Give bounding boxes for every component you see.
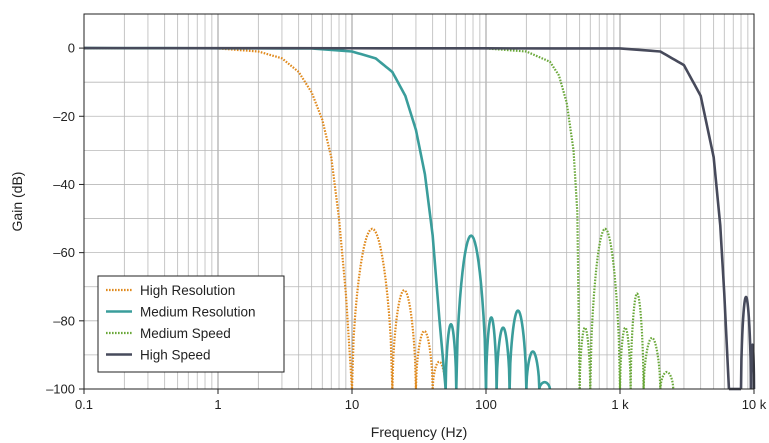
y-tick-label: –40 — [53, 177, 75, 192]
series-3-side-lobe — [618, 326, 632, 390]
series-2-side-lobe — [454, 234, 488, 390]
axis-ticks: 0.1 1 10 100 1 k 10 k 0 –20 –40 –60 –80 –100 — [46, 41, 767, 412]
x-axis-label: Frequency (Hz) — [371, 424, 467, 440]
series-line-2 — [83, 46, 447, 390]
series-2-side-lobe — [525, 350, 541, 390]
series-1-side-lobe — [414, 329, 434, 390]
y-tick-label: –80 — [53, 313, 75, 328]
y-tick-label: –20 — [53, 109, 75, 124]
legend-box — [97, 275, 285, 373]
series-3-side-lobe — [659, 370, 675, 390]
x-tick-label: 10 k — [742, 397, 767, 412]
series-3-side-lobe — [642, 336, 662, 390]
grid — [83, 13, 754, 390]
y-axis-label: Gain (dB) — [9, 172, 25, 232]
series-3-side-lobe — [578, 326, 592, 390]
series-lines — [83, 46, 756, 391]
series-2-side-lobe — [484, 316, 498, 390]
series-3-side-lobe — [589, 227, 622, 390]
series-line-4 — [83, 46, 731, 390]
legend-label: Medium Resolution — [140, 305, 256, 320]
series-3-side-lobe — [629, 292, 645, 390]
legend-label: High Speed — [140, 348, 211, 363]
series-2-side-lobe — [444, 322, 458, 390]
legend: High Resolution Medium Resolution Medium S… — [97, 275, 285, 373]
series-4-side-lobe — [739, 295, 753, 390]
series-2-side-lobe — [538, 380, 552, 390]
x-tick-label: 0.1 — [75, 397, 93, 412]
x-tick-label: 100 — [475, 397, 497, 412]
legend-label: Medium Speed — [140, 326, 231, 341]
legend-label: High Resolution — [140, 283, 235, 298]
x-tick-label: 1 — [214, 397, 221, 412]
series-2-side-lobe — [508, 309, 528, 390]
plot-frame — [83, 13, 755, 390]
series-1-side-lobe — [350, 227, 394, 390]
series-2-side-lobe — [495, 326, 511, 390]
series-1-side-lobe — [431, 360, 447, 390]
y-tick-label: –60 — [53, 245, 75, 260]
x-tick-label: 1 k — [611, 397, 629, 412]
x-tick-label: 10 — [345, 397, 359, 412]
y-tick-label: –100 — [46, 382, 75, 397]
y-tick-label: 0 — [68, 41, 75, 56]
series-line-1 — [83, 46, 354, 390]
series-1-side-lobe — [391, 289, 418, 390]
